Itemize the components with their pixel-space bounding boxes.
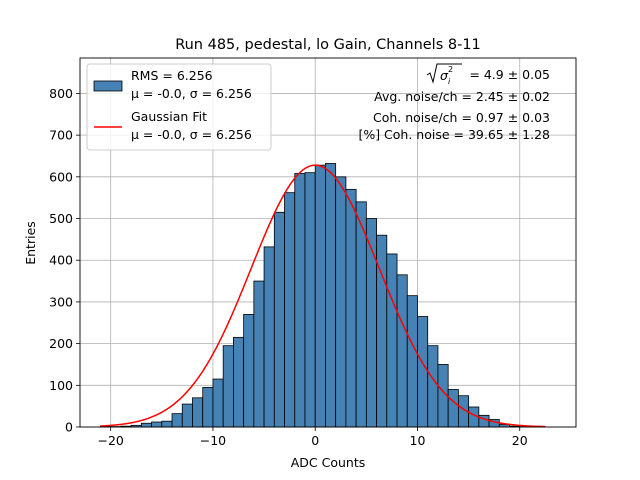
histogram-bar <box>386 253 398 428</box>
y-tick-label: 100 <box>49 378 73 393</box>
chart-title: Run 485, pedestal, lo Gain, Channels 8-1… <box>175 37 481 53</box>
histogram-bar <box>151 421 163 428</box>
y-axis-label: Entries <box>23 221 38 265</box>
histogram-bar <box>335 176 347 428</box>
x-tick-label: 0 <box>311 433 319 448</box>
histogram-bar <box>192 397 204 428</box>
histogram-bar <box>253 280 265 428</box>
histogram-bar <box>406 295 418 428</box>
histogram-bar <box>417 316 429 428</box>
histogram-bar <box>161 420 173 428</box>
histogram-bar <box>355 201 367 428</box>
x-axis: −20 −10 0 10 20 <box>97 427 528 448</box>
gaussian-fit-curve <box>100 164 546 428</box>
histogram-bar <box>212 378 224 428</box>
legend-rms-label: RMS = 6.256 <box>131 68 213 83</box>
histogram-bar <box>140 422 152 428</box>
histogram-bar <box>181 403 193 428</box>
sqrt-sigma-sub: i <box>448 77 451 86</box>
annotation-avg-noise: Avg. noise/ch = 2.45 ± 0.02 <box>374 89 550 104</box>
annotations: σ i 2 = 4.9 ± 0.05 Avg. noise/ch = 2.45 … <box>358 63 550 142</box>
x-tick-label: −10 <box>200 433 226 448</box>
annotation-sigma-value: = 4.9 ± 0.05 <box>469 67 550 82</box>
y-tick-label: 500 <box>49 211 73 226</box>
legend-frame <box>86 63 272 151</box>
sqrt-symbol-icon <box>426 63 462 84</box>
histogram-bar <box>447 389 459 428</box>
x-tick-label: 10 <box>410 433 426 448</box>
histogram-bar <box>325 163 337 428</box>
histogram-bar <box>222 345 234 428</box>
y-tick-label: 0 <box>65 420 73 435</box>
x-axis-label: ADC Counts <box>291 455 366 470</box>
histogram-bar <box>233 336 245 428</box>
y-tick-label: 600 <box>49 169 73 184</box>
x-tick-label: 20 <box>512 433 528 448</box>
histogram-bar <box>202 386 214 428</box>
y-tick-label: 300 <box>49 294 73 309</box>
histogram-bar <box>345 188 357 428</box>
histogram-bar <box>314 164 326 428</box>
histogram-bar <box>284 192 296 428</box>
y-axis: 0 100 200 300 400 500 600 700 800 <box>49 86 80 435</box>
legend: RMS = 6.256 μ = -0.0, σ = 6.256 Gaussian… <box>86 63 272 151</box>
y-tick-label: 800 <box>49 86 73 101</box>
annotation-coh-noise-percent: [%] Coh. noise = 39.65 ± 1.28 <box>358 127 550 142</box>
sqrt-sigma-sup: 2 <box>448 65 453 74</box>
legend-bar-swatch <box>93 80 123 92</box>
histogram-bar <box>273 211 285 428</box>
histogram-bars <box>100 163 541 428</box>
legend-rms-params: μ = -0.0, σ = 6.256 <box>131 86 252 101</box>
plot-frame <box>79 57 577 428</box>
legend-fit-params: μ = -0.0, σ = 6.256 <box>131 127 252 142</box>
x-tick-label: −20 <box>97 433 123 448</box>
histogram-bar <box>304 172 316 428</box>
y-tick-label: 700 <box>49 128 73 143</box>
legend-fit-label: Gaussian Fit <box>131 109 207 124</box>
histogram-bar <box>263 246 275 428</box>
histogram-bar <box>427 345 439 428</box>
y-tick-label: 400 <box>49 253 73 268</box>
histogram-bar <box>396 274 408 428</box>
histogram-bar <box>294 173 306 428</box>
histogram-bar <box>171 413 183 428</box>
y-tick-label: 200 <box>49 336 73 351</box>
annotation-coh-noise: Coh. noise/ch = 0.97 ± 0.03 <box>373 110 550 125</box>
histogram-bar <box>243 314 255 428</box>
sqrt-sigma: σ <box>440 68 449 83</box>
